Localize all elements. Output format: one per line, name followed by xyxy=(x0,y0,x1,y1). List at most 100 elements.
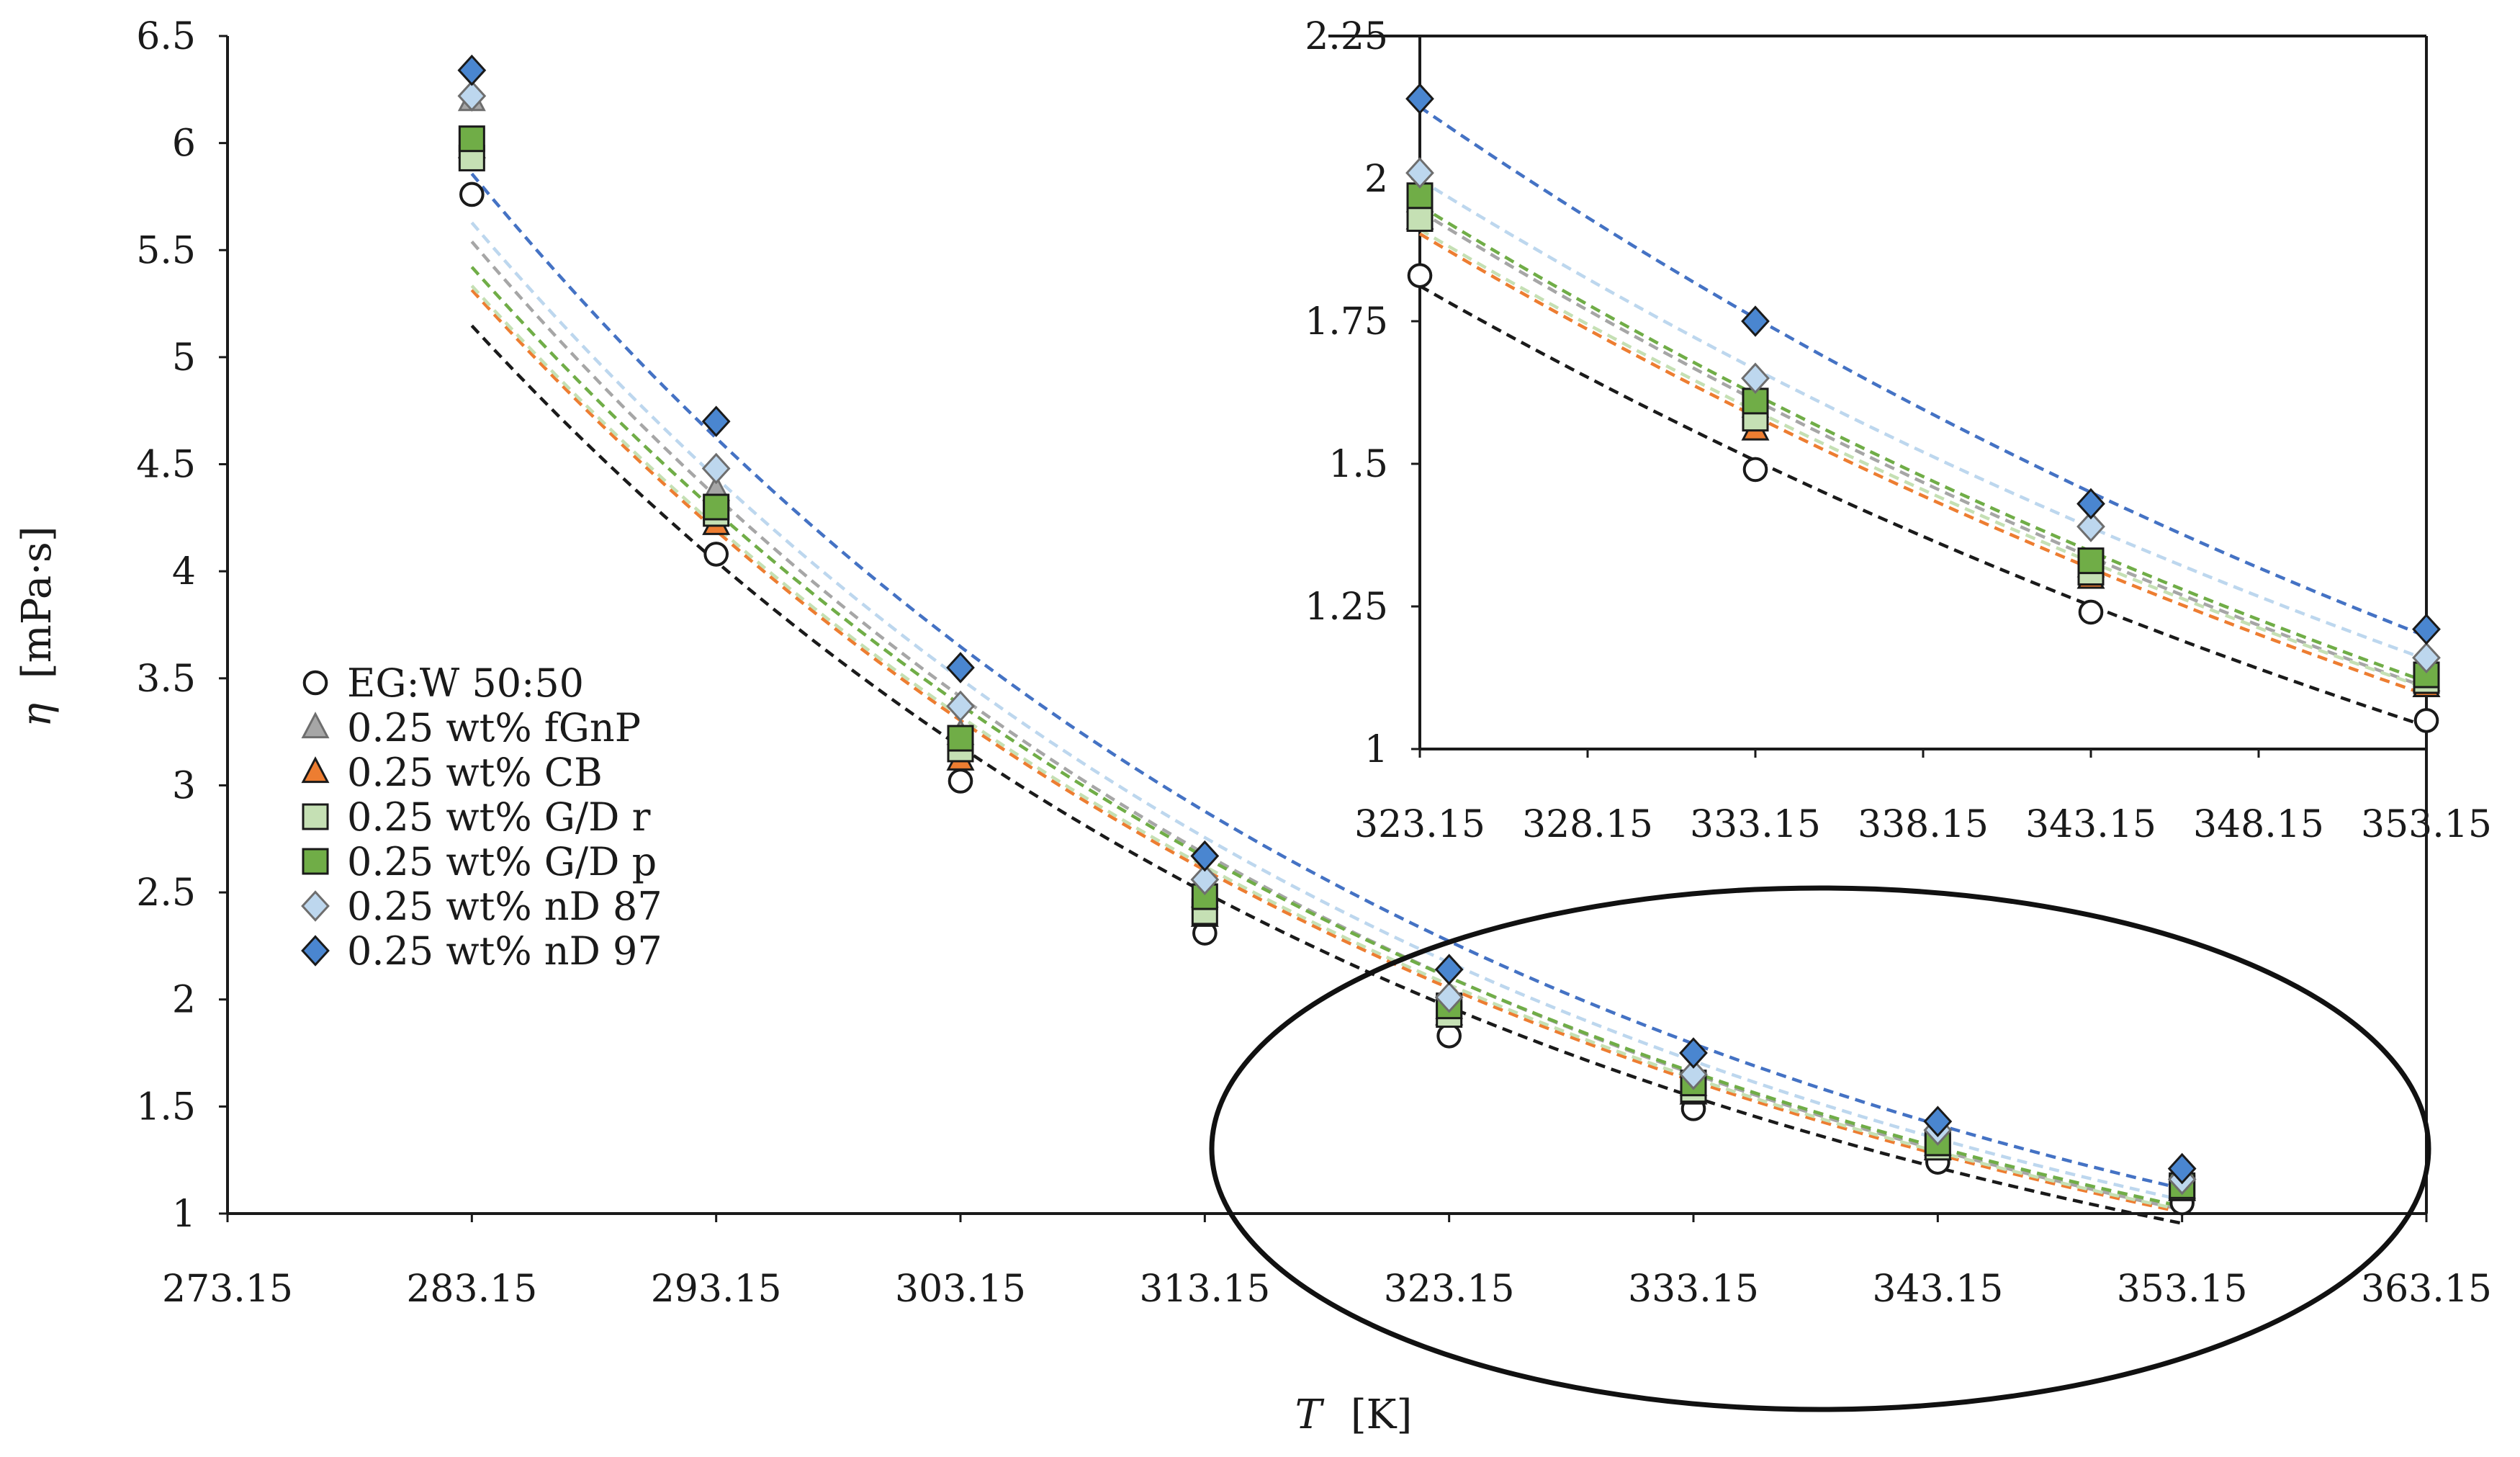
legend-label: EG:W 50:50 xyxy=(347,660,584,706)
inset-data-point xyxy=(1405,157,1434,189)
inset-trend-line xyxy=(1418,284,2427,728)
main-y-tick-label: 4 xyxy=(172,550,196,593)
main-trend-line xyxy=(470,172,2183,1191)
inset-x-tick-label: 353.15 xyxy=(2361,803,2492,846)
legend-marker xyxy=(301,712,330,739)
x-axis-symbol: T xyxy=(1295,1391,1325,1438)
inset-data-point xyxy=(1406,205,1434,232)
highlight-ellipse xyxy=(1209,885,2431,1412)
main-x-tick-label: 303.15 xyxy=(895,1268,1026,1311)
inset-y-tick-label: 1.75 xyxy=(1305,300,1388,344)
inset-background xyxy=(1328,25,2426,871)
inset-x-tick-label: 328.15 xyxy=(1522,803,1653,846)
main-x-tick-label: 333.15 xyxy=(1628,1268,1759,1311)
legend-marker xyxy=(301,890,330,922)
inset-data-point xyxy=(2413,708,2439,733)
main-data-point xyxy=(1679,1058,1708,1090)
main-data-point xyxy=(1923,1106,1953,1137)
inset-data-point xyxy=(2076,511,2105,542)
main-data-point xyxy=(946,690,975,722)
main-data-point xyxy=(1434,981,1464,1013)
inset-trend-line xyxy=(1418,210,2427,689)
main-y-tick-label: 4.5 xyxy=(136,444,196,487)
inset-data-point xyxy=(2412,613,2441,645)
main-data-point xyxy=(946,652,975,683)
inset-plot: 323.15 328.15 333.15 338.15 343.15 348.15 353.… xyxy=(1305,15,2492,1214)
main-data-point xyxy=(1190,864,1220,896)
main-data-point xyxy=(1434,954,1464,985)
main-x-tick-label: 293.15 xyxy=(651,1268,782,1311)
y-axis-title: η [mPa·s] xyxy=(14,526,60,727)
main-data-point xyxy=(1679,1037,1708,1069)
main-y-tick-label: 2.5 xyxy=(136,871,196,915)
main-data-point xyxy=(948,768,973,794)
inset-x-tick-label: 343.15 xyxy=(2025,803,2156,846)
inset-x-tick-label: 333.15 xyxy=(1690,803,1821,846)
inset-trend-line xyxy=(1418,178,2427,661)
main-trend-line xyxy=(470,289,2183,1214)
main-data-point xyxy=(457,54,487,86)
inset-trend-line xyxy=(1418,105,2427,638)
main-y-tick-label: 5 xyxy=(172,336,196,380)
inset-data-point xyxy=(2076,488,2105,520)
main-y-tick-label: 1.5 xyxy=(136,1085,196,1129)
inset-data-point xyxy=(2078,599,2104,625)
inset-y-tick-label: 2 xyxy=(1364,158,1388,201)
main-data-point xyxy=(1436,1023,1462,1049)
x-axis-title: T [K] xyxy=(1295,1391,1413,1438)
main-plot: 273.15 283.15 293.15 303.15 313.15 323.15 333.… xyxy=(136,15,2492,1311)
main-y-tick-label: 3 xyxy=(172,764,196,807)
legend-label: 0.25 wt% nD 97 xyxy=(347,928,662,974)
main-x-tick-label: 343.15 xyxy=(1872,1268,2003,1311)
inset-y-tick-label: 2.25 xyxy=(1305,15,1388,58)
main-x-tick-label: 283.15 xyxy=(406,1268,537,1311)
legend-marker xyxy=(302,848,329,875)
inset-trend-line xyxy=(1418,204,2427,683)
inset-x-tick-label: 348.15 xyxy=(2193,803,2324,846)
main-data-point xyxy=(457,80,487,112)
main-data-point xyxy=(701,405,731,437)
legend-marker xyxy=(301,756,330,784)
main-trend-line xyxy=(470,221,2183,1202)
inset-data-point xyxy=(1742,457,1768,483)
inset-x-tick-label: 338.15 xyxy=(1858,803,1989,846)
main-data-point xyxy=(2167,1152,2197,1185)
main-data-point xyxy=(458,125,485,153)
inset-data-point xyxy=(1405,83,1434,115)
main-y-tick-label: 1 xyxy=(172,1193,196,1236)
inset-x-tick-label: 323.15 xyxy=(1354,803,1485,846)
inset-data-point xyxy=(2412,642,2441,674)
inset-trend-line xyxy=(1418,228,2427,690)
legend-label: 0.25 wt% G/D r xyxy=(347,794,651,840)
legend-label: 0.25 wt% nD 87 xyxy=(347,884,662,929)
inset-y-tick-label: 1.5 xyxy=(1328,443,1388,486)
main-x-tick-label: 323.15 xyxy=(1384,1268,1515,1311)
legend-label: 0.25 wt% G/D p xyxy=(347,839,657,884)
main-data-point xyxy=(459,181,485,207)
inset-trend-line xyxy=(1418,232,2427,696)
legend-marker xyxy=(301,935,330,967)
main-y-tick-label: 6 xyxy=(172,122,196,166)
main-trend-line xyxy=(470,284,2183,1212)
legend-marker xyxy=(302,670,328,696)
legend-marker xyxy=(302,803,329,830)
inset-data-point xyxy=(2077,547,2105,575)
inset-y-tick-label: 1 xyxy=(1364,728,1388,771)
main-data-point xyxy=(947,725,974,752)
main-trend-line xyxy=(470,266,2183,1209)
main-y-tick-label: 3.5 xyxy=(136,658,196,701)
main-trend-line xyxy=(470,324,2183,1225)
main-data-point xyxy=(703,542,729,567)
main-x-tick-label: 273.15 xyxy=(162,1268,293,1311)
y-axis-unit: [mPa·s] xyxy=(14,526,60,678)
legend-label: 0.25 wt% CB xyxy=(347,750,603,795)
inset-data-point xyxy=(1741,362,1770,394)
main-y-tick-label: 2 xyxy=(172,979,196,1022)
main-data-point xyxy=(703,493,730,521)
legend-label: 0.25 wt% fGnP xyxy=(347,705,641,750)
inset-data-point xyxy=(1407,263,1433,288)
main-data-point xyxy=(701,452,731,485)
inset-y-tick-label: 1.25 xyxy=(1305,586,1388,629)
